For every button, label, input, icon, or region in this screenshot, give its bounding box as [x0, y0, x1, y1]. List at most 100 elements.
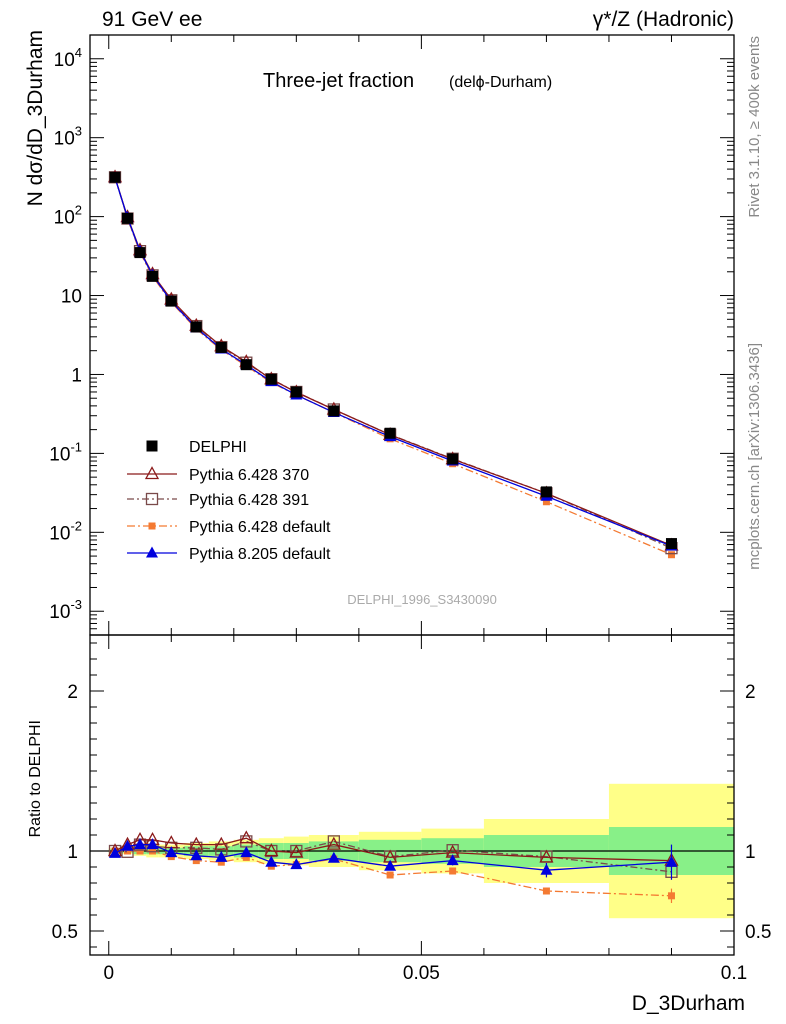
ratio-point-p8	[327, 851, 340, 863]
point-data	[165, 295, 177, 307]
legend-marker	[148, 522, 156, 530]
ratio-point-p8	[540, 863, 553, 875]
ratio-point-p8	[290, 858, 303, 870]
point-pdef	[667, 551, 675, 559]
point-data	[215, 341, 227, 353]
ratio-point-p370	[189, 836, 204, 850]
x-tick-label: 0.1	[721, 963, 747, 984]
x-tick-label: 0.05	[403, 963, 440, 984]
ratio-y-tick-label-right: 0.5	[745, 922, 771, 943]
point-data	[134, 247, 146, 259]
rivet-label: Rivet 3.1.10, ≥ 400k events	[746, 36, 763, 218]
chart-subtitle: (delϕ-Durham)	[449, 74, 552, 91]
ratio-y-axis-label: Ratio to DELPHI	[27, 720, 44, 837]
point-data	[290, 386, 302, 398]
ratio-point-p8	[121, 839, 134, 851]
y-tick-label: 103	[54, 124, 82, 150]
chart-title: Three-jet fraction	[263, 70, 414, 92]
ratio-y-tick-label: 0.5	[52, 922, 78, 943]
point-pdef	[542, 498, 550, 506]
y-axis-label: N dσ/dD_3Durham	[24, 30, 47, 206]
legend-label: Pythia 6.428 391	[189, 492, 309, 509]
ratio-point-p8	[265, 855, 278, 867]
ratio-point-p8	[146, 838, 159, 850]
legend-marker	[144, 466, 160, 480]
point-data	[384, 427, 396, 439]
series-data	[109, 171, 677, 550]
y-tick-label: 10-2	[49, 518, 82, 544]
ratio-point-pdef	[192, 857, 200, 865]
ratio-point-p8	[134, 838, 147, 850]
ratio-point-pdef	[667, 892, 675, 900]
point-data	[447, 453, 459, 465]
legend-item-p8: Pythia 8.205 default	[127, 546, 331, 563]
legend-marker	[145, 492, 159, 506]
x-tick-label: 0	[103, 963, 114, 984]
mcplots-label: mcplots.cern.ch [arXiv:1306.3436]	[746, 343, 763, 570]
ratio-point-pdef	[542, 887, 550, 895]
ratio-point-p370	[264, 843, 279, 857]
ratio-point-p370	[289, 844, 304, 858]
ratio-point-pdef	[149, 847, 157, 855]
legend-label: DELPHI	[189, 439, 247, 456]
ratio-point-pdef	[124, 847, 132, 855]
ratio-frame	[89, 634, 735, 956]
legend-marker	[146, 440, 158, 452]
ratio-point-p370	[539, 849, 554, 863]
ratio-point-p8	[109, 846, 122, 858]
ratio-point-p8	[215, 850, 228, 862]
ratio-point-p370	[326, 836, 341, 850]
analysis-watermark: DELPHI_1996_S3430090	[347, 592, 497, 607]
ratio-point-pdef	[386, 871, 394, 879]
legend-item-data: DELPHI	[146, 439, 247, 456]
y-tick-label: 102	[54, 203, 82, 229]
point-data	[122, 212, 134, 224]
header-right: γ*/Z (Hadronic)	[593, 8, 734, 31]
point-data	[328, 405, 340, 417]
ratio-point-pdef	[449, 867, 457, 875]
ratio-y-tick-label: 1	[67, 842, 78, 863]
ratio-y-tick-label-right: 2	[745, 682, 756, 703]
legend-label: Pythia 8.205 default	[189, 546, 331, 563]
series-line-pdef	[114, 177, 672, 556]
ratio-point-pdef	[217, 858, 225, 866]
ratio-point-p8	[446, 854, 459, 866]
ratio-point-pdef	[136, 847, 144, 855]
x-axis-label: D_3Durham	[632, 992, 745, 1015]
point-data	[109, 171, 121, 183]
legend-label: Pythia 6.428 default	[189, 519, 331, 536]
ratio-y-tick-label: 2	[67, 682, 78, 703]
main-frame	[89, 34, 735, 636]
ratio-point-p8	[165, 846, 178, 858]
legend-item-p370: Pythia 6.428 370	[127, 466, 309, 484]
ratio-point-p370	[239, 830, 254, 844]
point-data	[147, 270, 159, 282]
y-tick-label: 10-3	[49, 597, 82, 623]
ratio-point-pdef	[242, 853, 250, 861]
ratio-series-p8	[109, 838, 678, 880]
point-data	[540, 486, 552, 498]
y-tick-label: 10	[61, 287, 82, 308]
y-tick-label: 1	[71, 365, 82, 386]
ratio-point-p8	[190, 849, 203, 861]
y-tick-label: 104	[54, 45, 82, 71]
point-data	[240, 359, 252, 371]
point-data	[265, 373, 277, 385]
ratio-panel: 2 2 1 1 0.5 0.5 0 0.05 0.1 Ratio to DELPHI D_3Du…	[27, 634, 771, 1015]
ratio-point-p8	[665, 855, 678, 867]
ratio-point-p8	[240, 846, 253, 858]
series-line-p370	[114, 177, 672, 547]
header-left: 91 GeV ee	[102, 8, 202, 31]
ratio-point-p370	[214, 836, 229, 850]
ratio-y-tick-label-right: 1	[745, 842, 756, 863]
legend-label: Pythia 6.428 370	[189, 467, 309, 484]
point-data	[665, 538, 677, 550]
legend-item-p391: Pythia 6.428 391	[127, 492, 309, 509]
series-line-p8	[114, 177, 672, 547]
y-tick-label: 10-1	[49, 439, 82, 465]
ratio-point-p391	[327, 835, 340, 848]
legend: DELPHI Pythia 6.428 370 Pythia 6.428 391 Py…	[127, 439, 331, 563]
ratio-point-p8	[384, 859, 397, 871]
